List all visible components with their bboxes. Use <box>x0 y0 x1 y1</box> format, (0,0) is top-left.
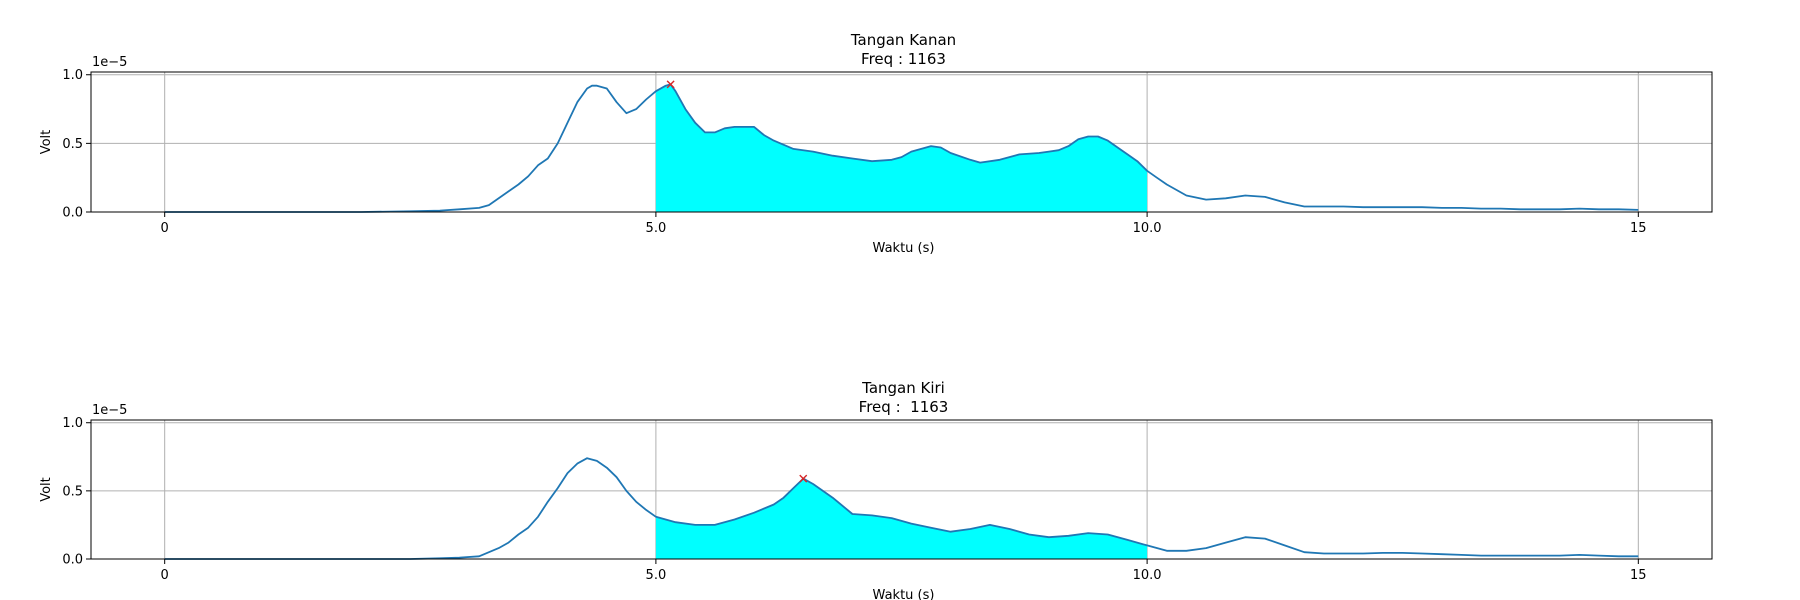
chart-title: Tangan Kiri <box>861 379 945 397</box>
x-tick-label: 0 <box>161 221 169 236</box>
x-tick-label: 10.0 <box>1133 221 1162 236</box>
x-tick-label: 0 <box>161 568 169 583</box>
fill-area <box>655 478 1148 559</box>
y-tick-label: 1.0 <box>62 416 83 431</box>
x-axis-label: Waktu (s) <box>873 588 935 600</box>
x-tick-label: 5.0 <box>646 221 667 236</box>
x-tick-label: 10.0 <box>1133 568 1162 583</box>
y-tick-label: 0.0 <box>62 553 83 568</box>
fill-area <box>655 84 1148 212</box>
chart-title: Tangan Kanan <box>850 31 956 49</box>
chart-subtitle: Freq : 1163 <box>861 50 946 68</box>
y-axis-label: Volt <box>39 130 54 155</box>
peak-marker <box>666 80 675 89</box>
series-line <box>164 457 1639 560</box>
y-tick-label: 0.5 <box>62 137 83 152</box>
x-tick-label: 5.0 <box>646 568 667 583</box>
series-line <box>164 83 1639 213</box>
axes-frame <box>90 71 1713 213</box>
chart-1: 0 5.0 10.0 15 0.0 0.5 1.0 1e−5 Tangan KananFreq … <box>39 31 1713 256</box>
x-axis-label: Waktu (s) <box>873 241 935 256</box>
peak-marker <box>799 474 808 483</box>
y-axis-label: Volt <box>39 477 54 502</box>
y-offset-label: 1e−5 <box>92 55 127 70</box>
chart-subtitle: Freq : 1163 <box>859 398 949 416</box>
y-tick-label: 0.0 <box>62 206 83 221</box>
y-tick-label: 1.0 <box>62 68 83 83</box>
axes-frame <box>90 419 1713 560</box>
y-offset-label: 1e−5 <box>92 403 127 418</box>
x-tick-label: 15 <box>1630 221 1647 236</box>
x-tick-label: 15 <box>1630 568 1647 583</box>
y-tick-label: 0.5 <box>62 484 83 499</box>
